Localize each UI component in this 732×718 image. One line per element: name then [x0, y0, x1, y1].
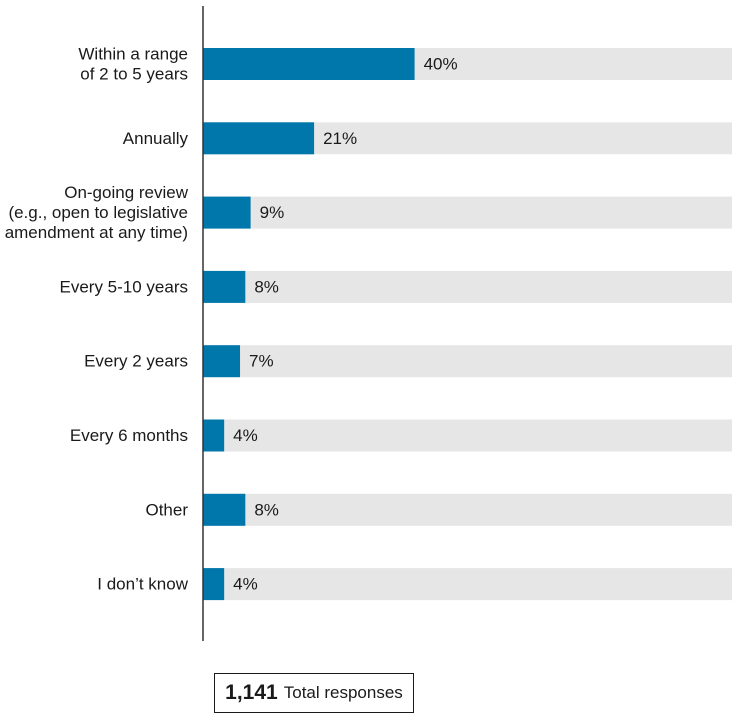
- bar-value-label: 8%: [254, 500, 279, 519]
- bar: [203, 568, 225, 601]
- bar-track: [203, 270, 732, 303]
- bar-value-label: 7%: [249, 352, 274, 371]
- total-responses-count: 1,141: [225, 681, 278, 704]
- bar-value-label: 21%: [323, 129, 357, 148]
- category-label: Every 2 years: [84, 352, 188, 371]
- bar-value-label: 4%: [233, 426, 258, 445]
- bar: [203, 122, 315, 155]
- bar-track: [203, 345, 732, 378]
- total-responses-label: Total responses: [283, 683, 403, 702]
- category-label: Annually: [123, 129, 189, 148]
- category-label: Every 6 months: [70, 426, 188, 445]
- bar-track: [203, 419, 732, 452]
- bar: [203, 493, 246, 526]
- bar: [203, 196, 251, 229]
- bar-track: [203, 493, 732, 526]
- bar: [203, 48, 415, 80]
- bar-track: [203, 568, 732, 601]
- category-label: On-going review: [64, 183, 189, 202]
- category-label: (e.g., open to legislative: [8, 203, 188, 222]
- bar-value-label: 40%: [424, 55, 458, 74]
- bar-value-label: 4%: [233, 575, 258, 594]
- bar: [203, 270, 246, 303]
- bar-track: [203, 196, 732, 229]
- total-responses-box: 1,141 Total responses: [214, 673, 414, 713]
- bar: [203, 419, 225, 452]
- category-label: of 2 to 5 years: [80, 65, 188, 84]
- category-label: amendment at any time): [5, 223, 188, 242]
- category-label: Other: [145, 500, 188, 519]
- bar-value-label: 8%: [254, 277, 279, 296]
- bar: [203, 345, 241, 378]
- category-label: I don’t know: [97, 575, 188, 594]
- bar-value-label: 9%: [260, 203, 285, 222]
- category-label: Every 5-10 years: [60, 277, 189, 296]
- category-label: Within a range: [78, 45, 188, 64]
